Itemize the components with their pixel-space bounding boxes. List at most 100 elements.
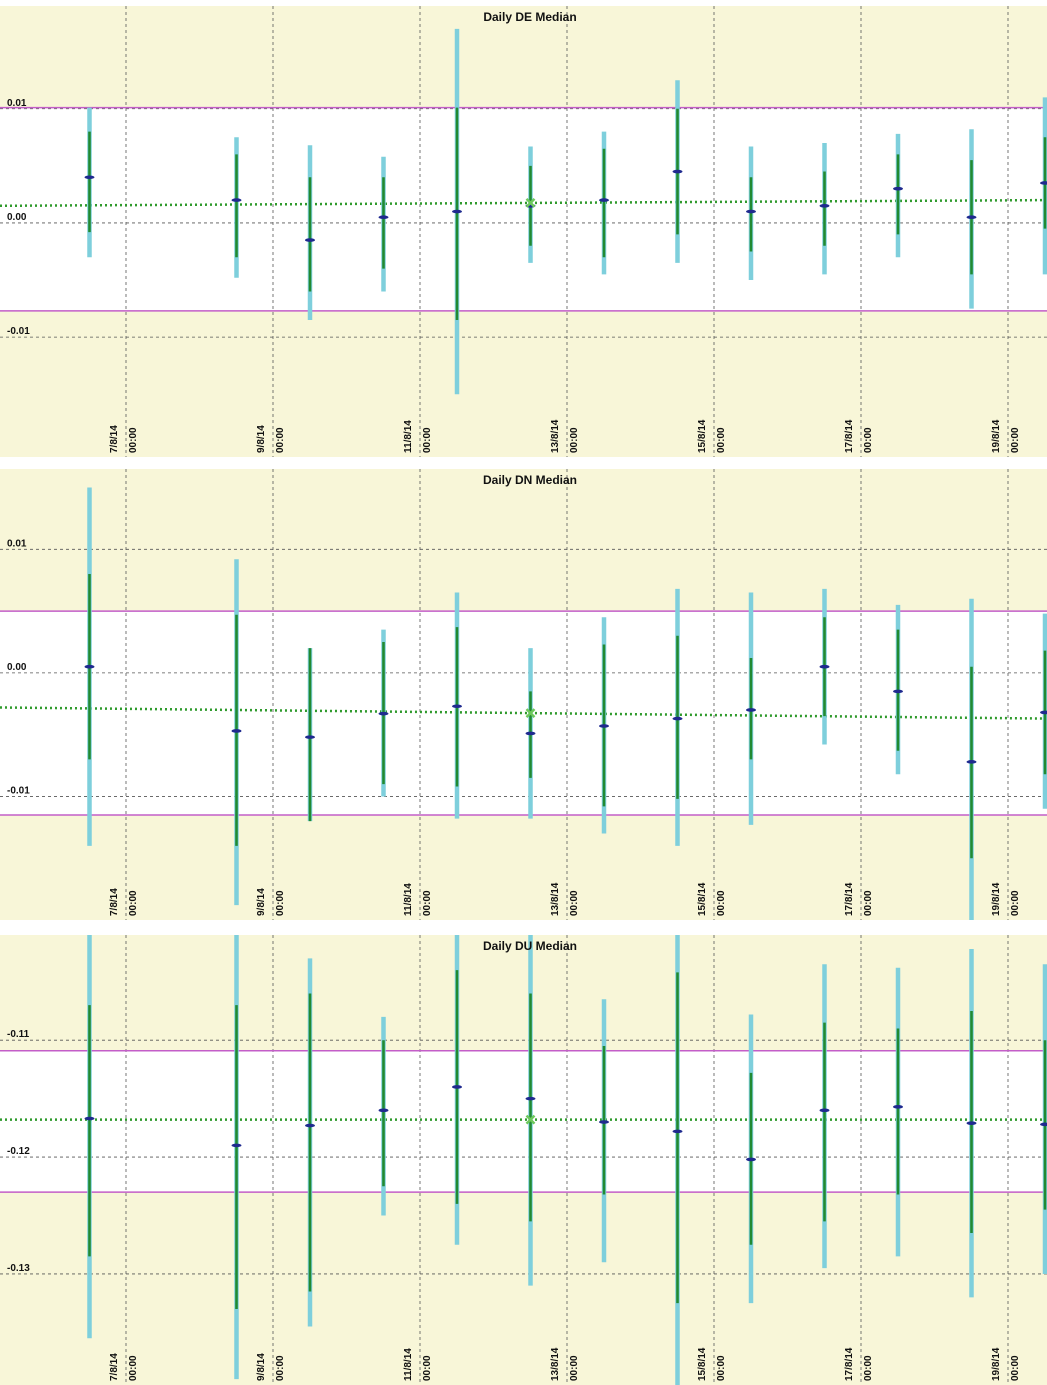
x-tick-time-label: 00:00 [569,427,580,453]
x-tick-date-label: 7/8/14 [109,888,120,916]
chart-title: Daily DE Median [483,10,576,24]
x-tick-time-label: 00:00 [569,890,580,916]
x-tick-time-label: 00:00 [128,1355,139,1381]
x-tick-date-label: 15/8/14 [697,1347,708,1381]
median-marker [1040,181,1047,185]
median-marker [966,760,977,764]
x-tick-time-label: 00:00 [569,1355,580,1381]
x-tick-time-label: 00:00 [422,427,433,453]
y-tick-label: -0.11 [7,1029,30,1040]
y-tick-label: -0.01 [7,785,30,796]
y-tick-label: 0.01 [7,98,27,109]
median-marker [819,664,830,669]
x-tick-time-label: 00:00 [1010,1355,1021,1381]
x-tick-date-label: 17/8/14 [844,419,855,453]
y-tick-label: 0.00 [7,662,27,673]
x-tick-time-label: 00:00 [275,427,286,453]
x-tick-date-label: 9/8/14 [256,1353,267,1381]
median-marker [84,664,95,669]
x-tick-time-label: 00:00 [716,890,727,916]
current-day-marker [525,198,536,208]
y-tick-label: -0.01 [7,326,30,337]
median-marker [525,1096,536,1101]
x-tick-date-label: 17/8/14 [844,882,855,916]
median-marker [746,1157,756,1162]
y-tick-label: 0.00 [7,212,27,223]
median-marker [231,198,242,202]
median-marker [599,724,609,728]
median-marker [378,1108,389,1113]
median-marker [746,708,756,712]
median-marker [231,729,242,733]
x-tick-date-label: 17/8/14 [844,1347,855,1381]
x-tick-time-label: 00:00 [422,1355,433,1381]
median-marker [599,1120,609,1124]
x-tick-time-label: 00:00 [716,427,727,453]
x-tick-date-label: 9/8/14 [256,425,267,453]
median-marker [966,215,977,220]
median-marker [746,209,756,214]
x-tick-time-label: 00:00 [863,427,874,453]
median-marker [672,1129,683,1134]
median-marker [1040,1122,1047,1127]
median-marker [672,716,683,721]
x-tick-date-label: 9/8/14 [256,888,267,916]
in-limits-band [0,611,1047,815]
x-tick-time-label: 00:00 [863,890,874,916]
median-marker [966,1121,977,1125]
median-marker [893,689,903,694]
x-tick-date-label: 11/8/14 [403,420,414,453]
x-tick-date-label: 19/8/14 [991,419,1002,453]
y-tick-label: 0.01 [7,538,27,549]
median-marker [893,186,903,191]
median-marker [84,1116,95,1121]
x-tick-date-label: 7/8/14 [109,425,120,453]
in-limits-band [0,1050,1047,1193]
x-tick-date-label: 19/8/14 [991,882,1002,916]
x-tick-time-label: 00:00 [128,890,139,916]
chart-panel-2: 0.01 0.00 -0.01 Daily DN Median 7/8/14 00:00 9… [0,469,1047,920]
x-tick-time-label: 00:00 [716,1355,727,1381]
median-marker [452,209,462,214]
x-tick-time-label: 00:00 [422,890,433,916]
current-day-marker [525,708,536,718]
median-marker [452,1085,462,1089]
x-tick-date-label: 15/8/14 [697,419,708,453]
x-tick-time-label: 00:00 [863,1355,874,1381]
median-marker [672,169,683,174]
median-marker [378,711,389,716]
median-marker [305,238,315,242]
median-marker [305,1123,315,1128]
median-marker [231,1143,242,1148]
x-tick-date-label: 13/8/14 [550,419,561,453]
median-marker [305,735,315,739]
x-tick-date-label: 11/8/14 [403,1348,414,1381]
median-marker [452,704,462,709]
x-tick-time-label: 00:00 [275,890,286,916]
x-tick-time-label: 00:00 [275,1355,286,1381]
chart-title: Daily DU Median [483,939,577,953]
x-tick-date-label: 13/8/14 [550,1347,561,1381]
x-tick-date-label: 15/8/14 [697,882,708,916]
y-tick-label: -0.12 [7,1146,30,1157]
chart-panel-3: -0.11 -0.12 -0.13 Daily DU Median 7/8/14 00:0… [0,935,1047,1385]
median-marker [378,215,389,220]
median-marker [893,1105,903,1109]
x-tick-date-label: 11/8/14 [403,883,414,916]
median-marker [525,731,536,736]
x-tick-date-label: 19/8/14 [991,1347,1002,1381]
x-tick-time-label: 00:00 [128,427,139,453]
median-marker [1040,710,1047,715]
median-marker [819,204,830,208]
current-day-marker [525,1114,536,1125]
y-tick-label: -0.13 [7,1263,30,1274]
x-tick-date-label: 13/8/14 [550,882,561,916]
median-marker [84,175,95,180]
median-marker [819,1108,830,1113]
x-tick-date-label: 7/8/14 [109,1353,120,1381]
median-marker [599,198,609,202]
chart-panel-1: 0.01 0.00 -0.01 Daily DE Median 7/8/14 00:00 9… [0,6,1047,457]
in-limits-band [0,107,1047,311]
chart-title: Daily DN Median [483,473,577,487]
